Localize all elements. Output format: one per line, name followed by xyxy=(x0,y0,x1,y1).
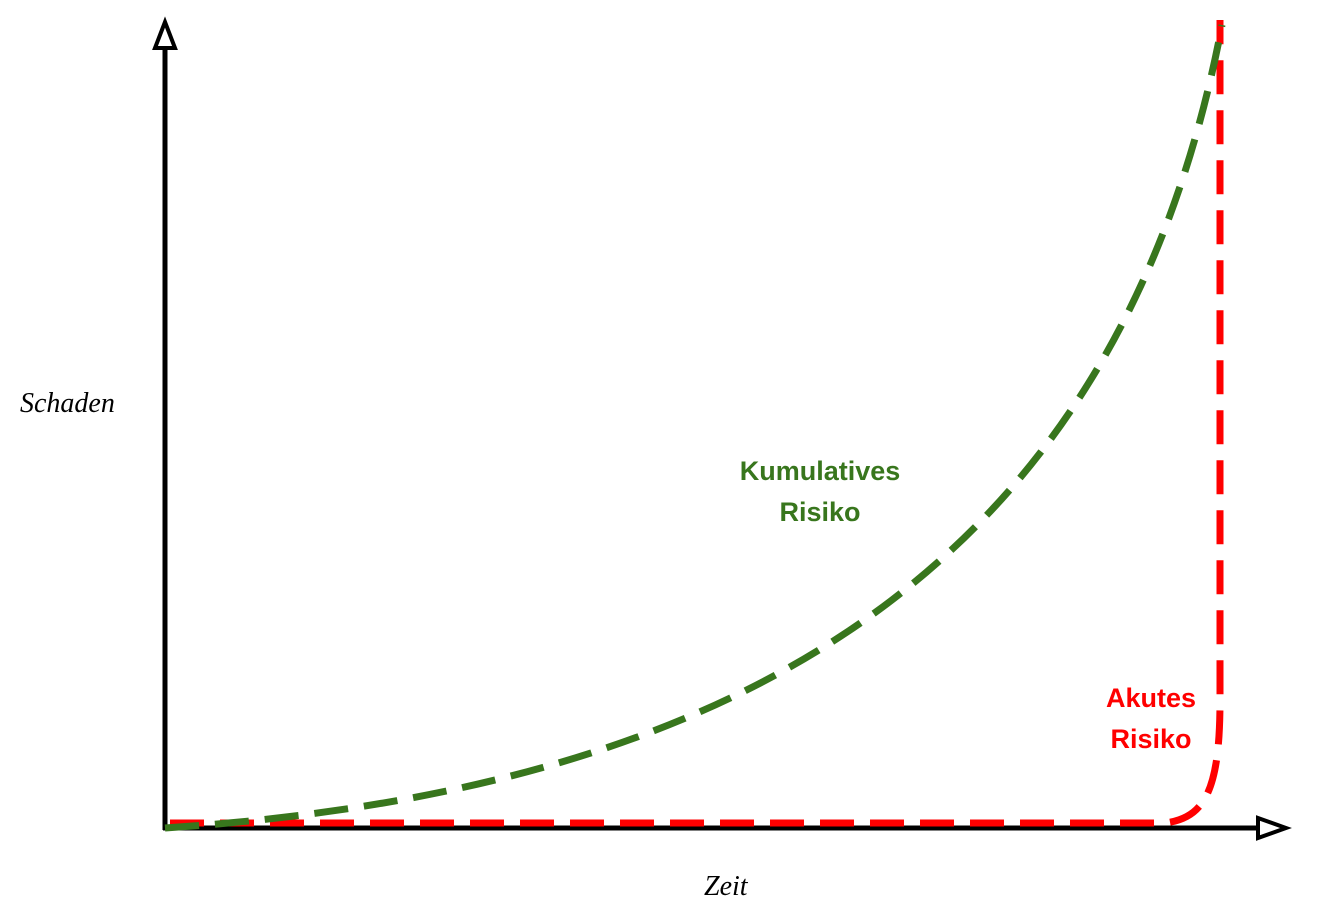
x-axis-label: Zeit xyxy=(704,871,749,902)
acute-risk-curve xyxy=(170,20,1224,827)
curve-label: Risiko xyxy=(1110,724,1191,754)
y-axis-arrow xyxy=(152,16,178,50)
curve-label: Akutes xyxy=(1106,683,1196,713)
curve-label: Risiko xyxy=(779,497,860,527)
cumulative-risk-curve xyxy=(164,24,1226,832)
x-axis-arrow xyxy=(1256,815,1292,841)
y-axis-label: Schaden xyxy=(20,388,115,419)
curve-label: Kumulatives xyxy=(740,456,901,486)
